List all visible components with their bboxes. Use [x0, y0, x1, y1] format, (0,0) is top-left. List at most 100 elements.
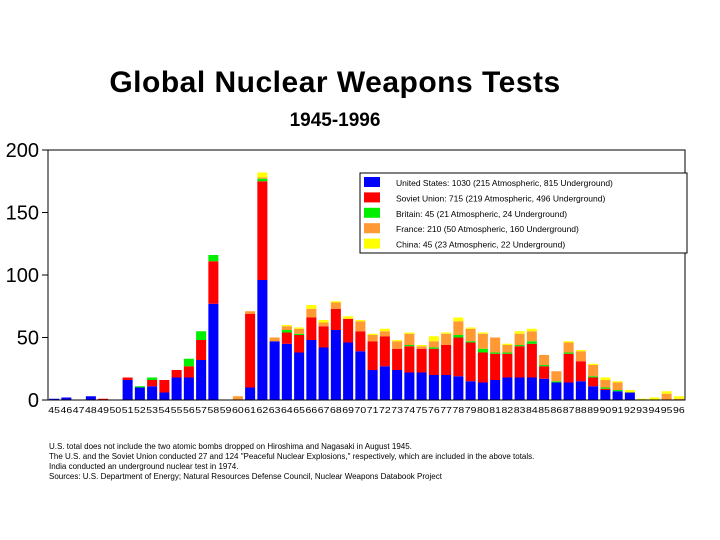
bar-britain-81 [490, 352, 501, 354]
bar-soviet-union-74 [404, 346, 415, 373]
bar-britain-56 [183, 358, 194, 367]
x-tick-label: 47 [73, 406, 85, 415]
x-tick-label: 64 [281, 406, 293, 415]
y-tick-label: 150 [6, 203, 39, 225]
bar-united-states-82 [502, 377, 513, 400]
bars-layer [49, 172, 684, 400]
bar-france-89 [588, 365, 599, 377]
x-tick-label: 92 [624, 406, 636, 415]
bar-france-67 [318, 322, 329, 327]
bar-soviet-union-77 [441, 345, 452, 375]
x-tick-label: 96 [673, 406, 685, 415]
bar-china-95 [661, 391, 672, 394]
bar-united-states-66 [306, 340, 317, 400]
legend-swatch [364, 177, 380, 187]
x-tick-label: 94 [649, 406, 661, 415]
bar-united-states-73 [392, 370, 403, 400]
bar-britain-86 [551, 381, 562, 383]
bar-united-states-48 [85, 396, 96, 400]
bar-china-90 [600, 377, 611, 380]
bar-britain-85 [539, 365, 550, 367]
x-tick-label: 54 [159, 406, 171, 415]
bar-soviet-union-83 [514, 346, 525, 378]
bar-britain-82 [502, 352, 513, 354]
x-tick-label: 80 [477, 406, 489, 415]
bar-france-91 [612, 382, 623, 390]
bar-china-70 [355, 320, 366, 322]
bar-soviet-union-79 [465, 342, 476, 382]
bar-france-68 [330, 302, 341, 309]
bar-soviet-union-54 [159, 380, 170, 393]
bar-china-76 [428, 336, 439, 342]
bar-france-77 [441, 333, 452, 345]
bar-united-states-80 [477, 382, 488, 400]
x-tick-label: 93 [636, 406, 648, 415]
bar-france-62 [257, 177, 268, 179]
bar-soviet-union-55 [171, 370, 182, 378]
bar-united-states-77 [441, 375, 452, 400]
footnote-4: Sources: U.S. Department of Energy; Natu… [49, 472, 442, 481]
bar-united-states-69 [343, 342, 354, 400]
bar-france-86 [551, 371, 562, 382]
x-tick-label: 51 [122, 406, 134, 415]
legend-swatch [364, 207, 380, 218]
bar-soviet-union-72 [379, 336, 390, 367]
bar-united-states-70 [355, 351, 366, 400]
x-tick-label: 48 [85, 406, 97, 415]
bar-china-68 [330, 301, 341, 303]
bar-china-72 [379, 328, 390, 332]
legend-label: France: 210 (50 Atmospheric, 160 Undergr… [396, 224, 579, 234]
x-tick-label: 57 [195, 406, 207, 415]
bar-united-states-53 [147, 386, 158, 400]
bar-france-60 [232, 396, 243, 400]
x-tick-label: 86 [551, 406, 563, 415]
x-tick-label: 52 [134, 406, 146, 415]
bar-united-states-92 [624, 392, 635, 400]
bar-united-states-51 [122, 380, 133, 400]
bar-france-81 [490, 337, 501, 353]
bar-soviet-union-88 [575, 361, 586, 382]
bar-britain-79 [465, 341, 476, 343]
legend-swatch [364, 192, 380, 203]
bar-france-72 [379, 331, 390, 337]
bar-united-states-46 [61, 397, 72, 400]
bar-soviet-union-78 [453, 337, 464, 377]
y-tick-label: 200 [6, 140, 39, 162]
bar-china-74 [404, 332, 415, 334]
bar-united-states-84 [526, 377, 537, 400]
bar-soviet-union-70 [355, 331, 366, 352]
bar-britain-76 [428, 347, 439, 349]
x-tick-label: 61 [244, 406, 256, 415]
footnote-1: U.S. total does not include the two atom… [49, 442, 412, 451]
x-tick-label: 65 [293, 406, 305, 415]
bar-united-states-56 [183, 377, 194, 400]
bar-united-states-67 [318, 347, 329, 400]
bar-china-78 [453, 317, 464, 322]
bar-soviet-union-57 [196, 340, 207, 360]
bar-united-states-90 [600, 390, 611, 400]
bar-united-states-88 [575, 381, 586, 400]
bar-france-75 [416, 346, 427, 349]
x-tick-label: 75 [416, 406, 428, 415]
x-tick-label: 84 [526, 406, 538, 415]
legend-swatch [364, 223, 380, 234]
bar-china-73 [392, 340, 403, 342]
bar-soviet-union-68 [330, 308, 341, 330]
x-tick-label: 69 [342, 406, 354, 415]
bar-china-65 [294, 327, 305, 329]
bar-soviet-union-71 [367, 341, 378, 370]
x-tick-label: 53 [146, 406, 158, 415]
x-tick-label: 77 [440, 406, 452, 415]
bar-soviet-union-81 [490, 353, 501, 380]
bar-france-65 [294, 328, 305, 334]
bar-united-states-91 [612, 391, 623, 400]
bar-united-states-62 [257, 280, 268, 400]
bar-china-62 [257, 172, 268, 178]
bar-china-94 [649, 397, 660, 400]
bar-britain-58 [208, 255, 219, 262]
bar-soviet-union-89 [588, 377, 599, 387]
x-axis-ticks: 45 46 47 48 49 50 51 52 53 54 55 56 57 58 59 60 61 62 63 64… [48, 406, 685, 415]
x-tick-label: 90 [600, 406, 612, 415]
bar-soviet-union-87 [563, 353, 574, 383]
bar-united-states-65 [294, 352, 305, 400]
